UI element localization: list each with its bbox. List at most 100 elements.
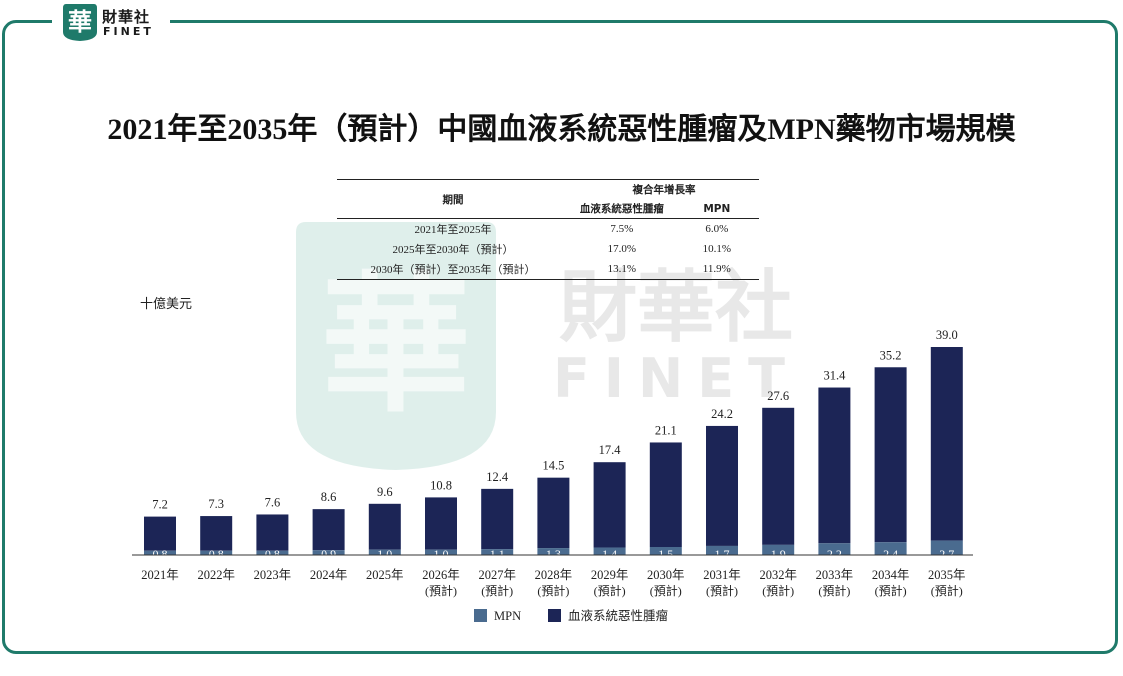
data-label-total: 21.1 [655, 423, 677, 437]
cagr-table: 期間 複合年增長率 血液系統惡性腫瘤 MPN 2021年至2025年 7.5% … [337, 179, 759, 280]
bar-mpn [930, 540, 963, 555]
data-label-mpn: 2.2 [827, 547, 842, 561]
bar-mpn [312, 550, 345, 555]
bar-mpn [144, 550, 176, 555]
bar-blood [818, 387, 851, 544]
data-label-mpn: 2.7 [939, 547, 954, 561]
x-tick-sublabel: (預計) [594, 583, 626, 598]
x-tick-sublabel: (預計) [875, 583, 907, 598]
bar-mpn [818, 543, 851, 555]
x-tick-label: 2029年 [591, 568, 629, 582]
data-label-total: 7.6 [265, 495, 281, 509]
data-label-total: 27.6 [767, 389, 789, 403]
bar-blood [706, 425, 738, 546]
bar-blood [200, 516, 233, 551]
data-label-mpn: 1.7 [715, 547, 730, 561]
page-frame [2, 20, 1118, 654]
cagr-blood: 13.1% [569, 259, 675, 280]
cagr-col-blood: 血液系統惡性腫瘤 [569, 199, 675, 219]
data-label-total: 12.4 [486, 470, 509, 484]
data-label-mpn: 1.0 [434, 547, 449, 561]
x-tick-sublabel: (預計) [425, 583, 457, 598]
bar-blood [930, 347, 963, 541]
bar-blood [481, 488, 514, 550]
bar-blood [368, 503, 401, 550]
data-label-total: 7.2 [152, 498, 168, 512]
y-axis-label: 十億美元 [140, 296, 192, 311]
data-label-total: 24.2 [711, 407, 733, 421]
cagr-period: 2021年至2025年 [414, 224, 492, 236]
data-label-mpn: 0.8 [265, 547, 280, 561]
cagr-blood: 7.5% [610, 223, 634, 235]
bar-blood [874, 367, 907, 543]
data-label-mpn: 1.4 [602, 547, 617, 561]
data-label-mpn: 0.8 [209, 547, 224, 561]
cagr-row: 2030年（預計）至2035年（預計） 13.1% 11.9% [337, 259, 759, 280]
bar-mpn [425, 549, 457, 555]
cagr-row: 2021年至2025年 7.5% 6.0% [337, 219, 759, 240]
bar-mpn [200, 550, 233, 555]
data-label-total: 9.6 [377, 485, 393, 499]
data-label-total: 10.8 [430, 478, 452, 492]
cagr-col-period: 期間 [337, 179, 570, 219]
data-label-mpn: 1.9 [771, 547, 786, 561]
bar-mpn [874, 542, 907, 555]
x-tick-label: 2027年 [478, 568, 516, 582]
legend-label: MPN [494, 609, 521, 623]
bar-mpn [537, 548, 570, 555]
bar-mpn [256, 550, 289, 555]
x-tick-label: 2021年 [141, 568, 179, 582]
bar-mpn [762, 544, 795, 555]
x-tick-label: 2026年 [422, 568, 460, 582]
cagr-period: 2025年至2030年（預計） [392, 244, 514, 256]
data-label-mpn: 1.1 [490, 547, 505, 561]
logo-text-en: FINET [103, 25, 154, 38]
bar-blood [537, 477, 570, 549]
seal-icon: 華 [63, 4, 97, 41]
cagr-mpn: 11.9% [674, 259, 759, 280]
data-label-total: 39.0 [936, 328, 958, 342]
bar-mpn [481, 549, 514, 555]
bar-blood [144, 516, 176, 551]
x-tick-label: 2025年 [366, 568, 404, 582]
bar-mpn [593, 547, 626, 555]
data-label-mpn: 0.9 [321, 547, 336, 561]
x-tick-sublabel: (預計) [818, 583, 850, 598]
x-tick-sublabel: (預計) [481, 583, 513, 598]
bar-blood [762, 407, 795, 545]
bar-blood [593, 462, 626, 548]
x-tick-label: 2030年 [647, 568, 685, 582]
legend-label: 血液系統惡性腫瘤 [568, 608, 669, 623]
cagr-col-mpn: MPN [674, 199, 759, 219]
data-label-mpn: 1.3 [546, 547, 561, 561]
data-label-total: 7.3 [208, 497, 224, 511]
x-tick-label: 2033年 [816, 568, 854, 582]
x-tick-sublabel: (預計) [650, 583, 682, 598]
logo-text-cn: 財華社 [102, 8, 151, 26]
data-label-mpn: 2.4 [883, 547, 898, 561]
cagr-mpn: 6.0% [705, 223, 729, 235]
data-label-total: 8.6 [321, 490, 337, 504]
data-label-mpn: 1.5 [658, 547, 673, 561]
x-tick-label: 2031年 [703, 568, 741, 582]
x-tick-sublabel: (預計) [931, 583, 963, 598]
data-label-total: 31.4 [823, 369, 846, 383]
data-label-total: 17.4 [599, 443, 622, 457]
x-tick-sublabel: (預計) [537, 583, 569, 598]
bar-mpn [368, 549, 401, 555]
x-tick-label: 2035年 [928, 568, 966, 582]
finet-logo: 華 財華社 FINET [52, 0, 170, 46]
cagr-col-header: 複合年增長率 [569, 179, 759, 199]
cagr-blood: 17.0% [607, 243, 637, 255]
x-tick-label: 2023年 [254, 568, 292, 582]
x-tick-label: 2032年 [759, 568, 797, 582]
cagr-row: 2025年至2030年（預計） 17.0% 10.1% [337, 239, 759, 259]
x-tick-label: 2028年 [535, 568, 573, 582]
x-tick-sublabel: (預計) [762, 583, 794, 598]
x-tick-label: 2022年 [197, 568, 235, 582]
bar-blood [256, 514, 289, 551]
data-label-total: 35.2 [880, 348, 902, 362]
bar-blood [425, 497, 457, 550]
bar-mpn [706, 545, 738, 555]
